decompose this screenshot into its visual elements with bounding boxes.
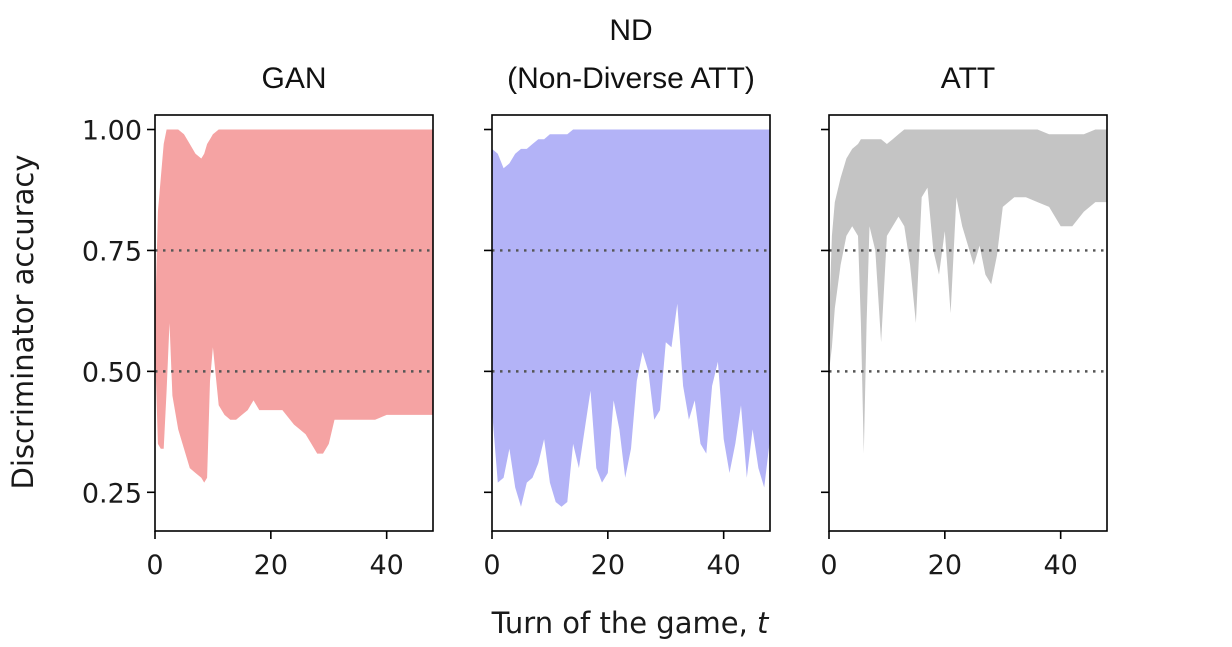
y-tick-label: 1.00 [82, 116, 142, 147]
panels: 0 20 40 0.25 0.50 0.75 1.00 GAN 0 20 40 ND (Non-Dive… [82, 14, 1108, 581]
x-tick-label: 20 [254, 550, 288, 581]
x-axis-label-variable: t [757, 606, 770, 640]
panel-title: ATT [941, 62, 995, 95]
axes-frame [828, 114, 1108, 532]
series-band-1 [155, 129, 433, 483]
x-tick-label: 0 [483, 550, 500, 581]
series-band-3 [829, 129, 1107, 454]
axes-frame [154, 114, 434, 532]
panel-3: 0 20 40 ATT [820, 62, 1108, 581]
x-tick-label: 0 [820, 550, 837, 581]
x-tick-label: 40 [1043, 550, 1077, 581]
y-tick-label: 0.50 [82, 357, 142, 388]
y-tick-label: 0.75 [82, 236, 142, 267]
panel-title: (Non-Diverse ATT) [507, 62, 755, 95]
panel-title: GAN [261, 62, 326, 95]
x-axis-label-text: Turn of the game, [491, 606, 757, 640]
y-axis-label: Discriminator accuracy [6, 155, 40, 490]
axes-frame [491, 114, 771, 532]
x-tick-label: 20 [928, 550, 962, 581]
y-tick-label: 0.25 [82, 478, 142, 509]
panel-title: ND [609, 14, 652, 47]
x-axis-label: Turn of the game, t [491, 606, 770, 640]
panel-2: 0 20 40 ND (Non-Diverse ATT) [483, 14, 771, 581]
x-tick-label: 0 [146, 550, 163, 581]
x-tick-label: 40 [706, 550, 740, 581]
panel-1: 0 20 40 0.25 0.50 0.75 1.00 GAN [82, 62, 434, 581]
x-tick-label: 40 [369, 550, 403, 581]
x-tick-label: 20 [591, 550, 625, 581]
series-band-2 [492, 129, 770, 507]
